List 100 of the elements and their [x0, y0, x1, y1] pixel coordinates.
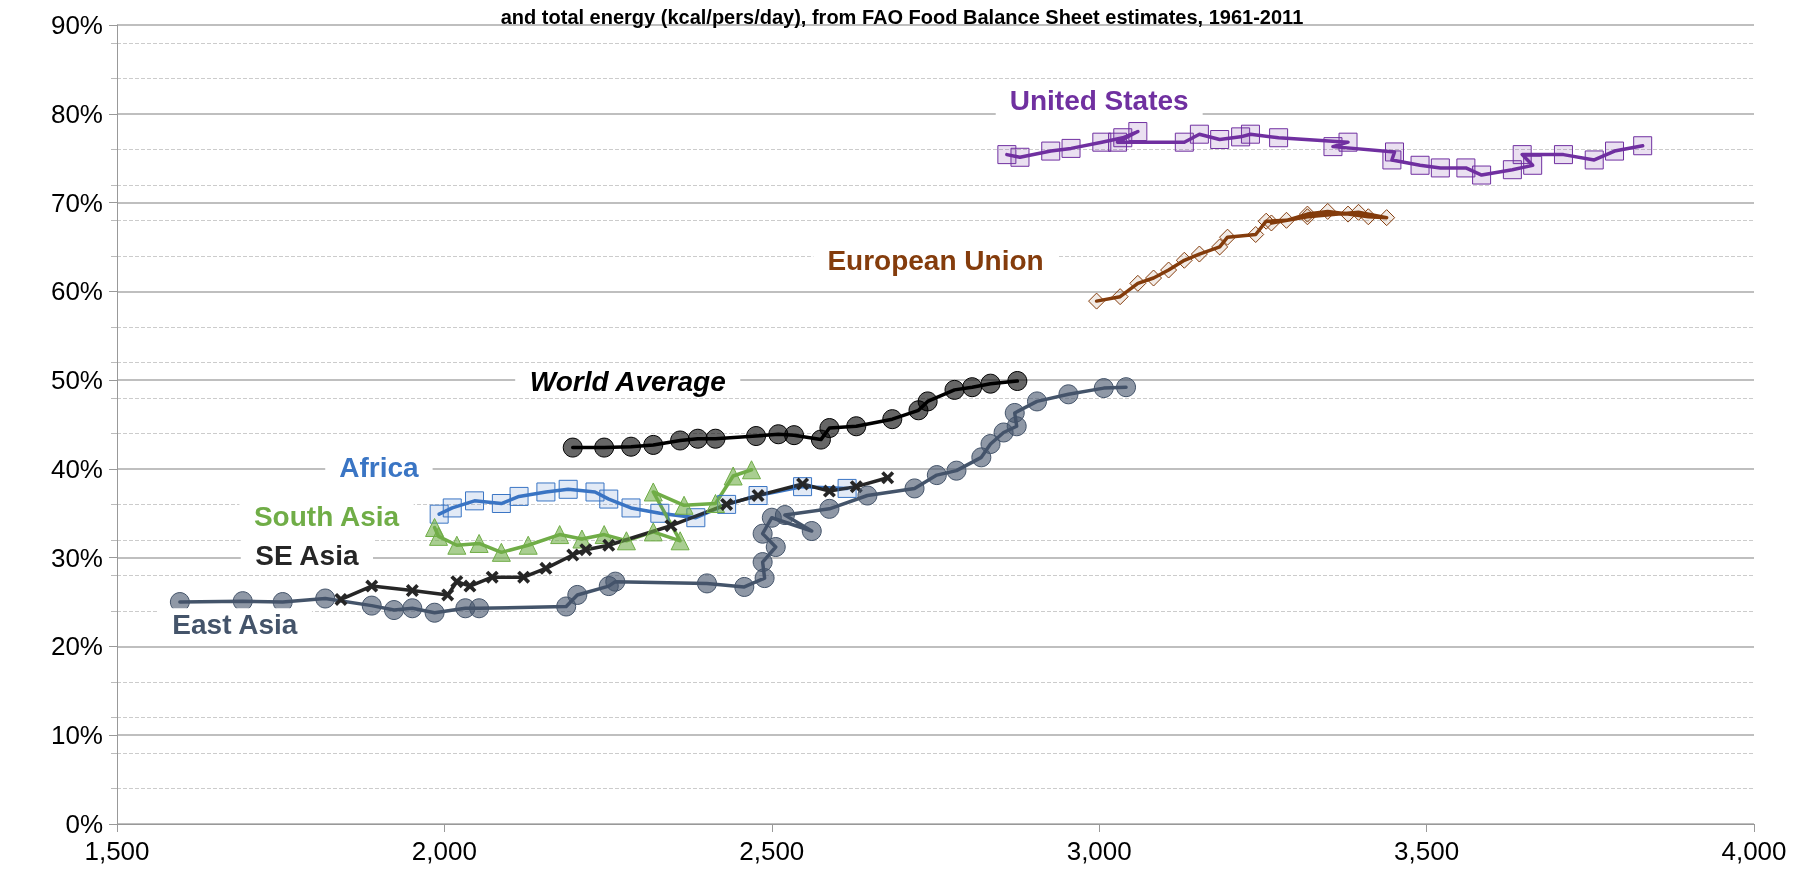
point: [1058, 384, 1079, 405]
point: [1145, 269, 1163, 287]
point: [1219, 228, 1237, 246]
y-tick-label: 60%: [50, 276, 103, 307]
point: [315, 588, 336, 609]
point: [705, 428, 726, 449]
point: [1584, 150, 1604, 170]
point: [1512, 145, 1532, 165]
point: [643, 482, 663, 502]
point: [536, 482, 556, 502]
point: [491, 542, 511, 562]
point: [1088, 292, 1106, 310]
point: [463, 579, 477, 593]
point: [1456, 158, 1476, 178]
point: [1502, 160, 1522, 180]
point: [424, 602, 445, 623]
point: [599, 489, 619, 509]
point: [768, 424, 789, 445]
point: [621, 498, 641, 518]
y-tick-label: 80%: [50, 98, 103, 129]
point: [402, 598, 423, 619]
point: [594, 437, 615, 458]
point: [517, 570, 531, 584]
point: [1382, 150, 1402, 170]
point: [1093, 378, 1114, 399]
point: [621, 436, 642, 457]
point: [1160, 261, 1178, 279]
point: [562, 437, 583, 458]
point: [962, 377, 983, 398]
point: [605, 571, 626, 592]
point: [361, 595, 382, 616]
point: [485, 570, 499, 584]
y-tick-label: 40%: [50, 453, 103, 484]
y-tick-label: 20%: [50, 631, 103, 662]
y-tick-label: 70%: [50, 187, 103, 218]
x-tick-label: 2,000: [411, 836, 477, 866]
point: [1378, 209, 1396, 227]
point: [1210, 130, 1230, 150]
point: [1240, 124, 1260, 144]
point: [1004, 402, 1025, 423]
point: [980, 434, 1001, 455]
y-tick-label: 0%: [65, 809, 103, 839]
chart-title: and total energy (kcal/pers/day), from FAO Food Balance Sheet estimates, 1961-2011: [500, 6, 1304, 28]
point: [881, 471, 895, 485]
point: [643, 522, 663, 542]
point: [849, 480, 863, 494]
series-label: East Asia: [172, 608, 298, 640]
series-label: Africa: [339, 451, 420, 483]
point: [857, 485, 878, 506]
point: [539, 561, 553, 575]
y-tick-label: 30%: [50, 542, 103, 573]
point: [687, 428, 708, 449]
y-tick-label: 10%: [50, 720, 103, 751]
point: [1129, 274, 1147, 292]
point: [579, 543, 593, 557]
point: [1269, 128, 1289, 148]
y-tick-label: 90%: [50, 10, 103, 40]
point: [765, 537, 786, 558]
point: [784, 425, 805, 446]
x-tick-label: 2,500: [739, 836, 805, 866]
point: [752, 523, 773, 544]
series-label: World Average: [529, 366, 726, 398]
point: [650, 503, 670, 523]
point: [664, 519, 678, 533]
point: [550, 525, 570, 545]
point: [904, 478, 925, 499]
x-tick-label: 1,500: [84, 836, 150, 866]
point: [1041, 141, 1061, 161]
point: [670, 531, 690, 551]
point: [1007, 371, 1028, 391]
x-tick-label: 4,000: [1721, 836, 1787, 866]
series-label: South Asia: [253, 501, 400, 533]
point: [674, 495, 694, 515]
point: [491, 494, 511, 514]
point: [734, 576, 755, 597]
point: [705, 494, 725, 514]
point: [1175, 251, 1193, 269]
point: [746, 426, 767, 447]
point: [1553, 145, 1573, 165]
point: [1027, 391, 1047, 412]
point: [1430, 158, 1450, 178]
point: [447, 535, 467, 555]
point: [742, 460, 761, 480]
point: [429, 526, 449, 546]
point: [752, 552, 773, 573]
point: [882, 409, 903, 430]
point: [1633, 136, 1653, 156]
point: [1472, 165, 1492, 185]
point: [1350, 203, 1367, 221]
point: [566, 548, 580, 562]
point: [616, 531, 636, 551]
point: [567, 584, 588, 605]
point: [334, 592, 348, 606]
point: [944, 379, 965, 400]
point: [405, 584, 419, 598]
point: [1116, 377, 1137, 398]
point: [819, 418, 840, 439]
point: [1277, 211, 1295, 229]
y-tick-label: 50%: [50, 365, 103, 396]
point: [450, 575, 464, 589]
